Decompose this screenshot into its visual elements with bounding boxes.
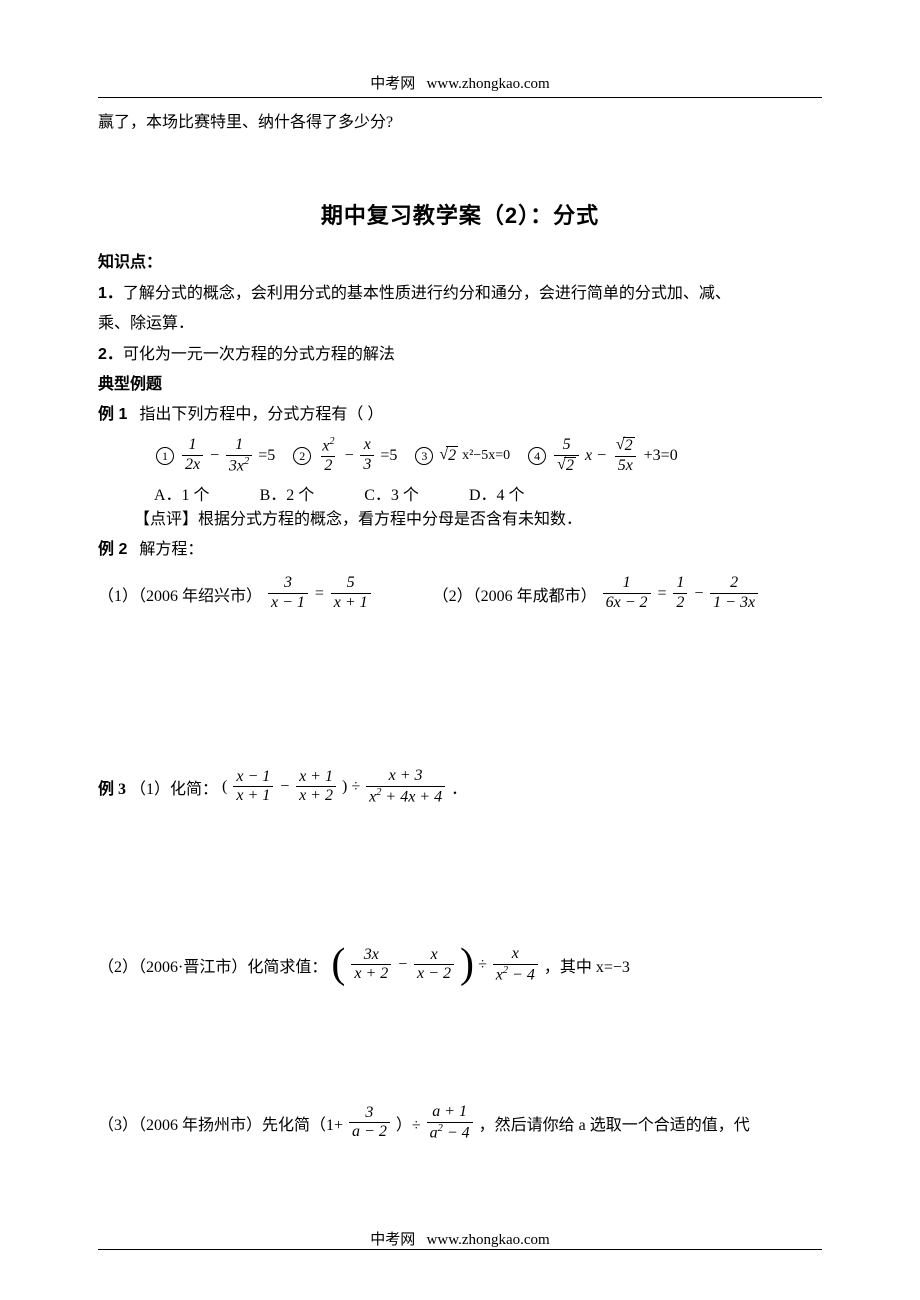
ex3-p1: 例 3 （1）化简： ( x − 1x + 1 − x + 1x + 2 )÷ … <box>98 768 822 806</box>
knowledge-p2-text: 可化为一元一次方程的分式方程的解法 <box>123 346 395 363</box>
ex1-text: 指出下列方程中，分式方程有（ ） <box>139 406 383 423</box>
sqrt-2a: 2 <box>439 446 458 465</box>
ex1-comment: 【点评】根据分式方程的概念，看方程中分母是否含有未知数． <box>98 505 822 535</box>
ex1-choices: A．1 个 B．2 个 C．3 个 D．4 个 <box>98 481 822 505</box>
frac-xm1-xp1: x − 1x + 1 <box>233 769 273 806</box>
knowledge-p1-text: 了解分式的概念，会利用分式的基本性质进行约分和通分，会进行简单的分式加、减、 <box>123 285 731 302</box>
page-content: 中考网 www.zhongkao.com 赢了，本场比赛特里、纳什各得了多少分?… <box>0 0 920 1188</box>
frac-sqrt2-5x: 25x <box>613 437 638 475</box>
examples-heading: 典型例题 <box>98 370 822 400</box>
ex2-text: 解方程： <box>139 541 203 558</box>
frac-5-xp1: 5x + 1 <box>331 575 371 612</box>
footer-site-label: 中考网 <box>370 1232 415 1248</box>
frac-3-am2: 3a − 2 <box>349 1105 390 1142</box>
ex3-p1-tail: ． <box>451 775 467 799</box>
ex1-label: 例 1 <box>98 406 127 423</box>
main-title: 期中复习教学案（2）：分式 <box>98 198 822 230</box>
frac-3x-xp2: 3xx + 2 <box>351 947 391 984</box>
knowledge-p2-num: 2． <box>98 346 123 363</box>
page-header: 中考网 www.zhongkao.com <box>98 72 822 97</box>
ex2-p1: （1）（2006 年绍兴市） 3x − 1 = 5x + 1 <box>98 575 373 612</box>
ex3-label: 例 3 <box>98 775 126 799</box>
knowledge-p1-num: 1． <box>98 285 123 302</box>
circle-1: 1 <box>156 447 174 465</box>
page-footer: 中考网 www.zhongkao.com <box>98 1224 822 1250</box>
frac-1-3x2: 13x2 <box>226 437 252 475</box>
knowledge-p1-cont: 乘、除运算． <box>98 309 822 339</box>
frac-1-6xm2: 16x − 2 <box>603 575 651 612</box>
ex3-p3-mid: ）÷ <box>396 1111 421 1135</box>
ex3-p3: （3）（2006 年扬州市）先化简（1+ 3a − 2 ）÷ a + 1a2 −… <box>98 1104 822 1142</box>
ex2-p2-prefix: （2）（2006 年成都市） <box>433 582 597 606</box>
choice-b: B．2 个 <box>260 487 315 504</box>
frac-1-2x: 12x <box>182 437 203 474</box>
choice-d: D．4 个 <box>469 487 525 504</box>
ex3-p2: （2）（2006·晋江市）化简求值： ( 3xx + 2 − xx − 2 ) … <box>98 946 822 984</box>
frac-ap1-a2m4: a + 1a2 − 4 <box>427 1104 473 1142</box>
frac-x2-2: x22 <box>319 437 337 475</box>
header-rule <box>98 97 822 98</box>
frac-x-3: x3 <box>360 437 374 474</box>
frac-x-x2m4: xx2 − 4 <box>493 946 538 984</box>
frac-x-xm2: xx − 2 <box>414 947 454 984</box>
frac-xp1-xp2: x + 1x + 2 <box>296 769 336 806</box>
circle-4: 4 <box>528 447 546 465</box>
eq4-tail: +3=0 <box>644 447 678 465</box>
eq2-rhs: =5 <box>380 447 397 465</box>
frac-3-xm1: 3x − 1 <box>268 575 308 612</box>
ex3-p2-prefix: （2）（2006·晋江市）化简求值： <box>98 953 327 977</box>
eq1-rhs: =5 <box>258 447 275 465</box>
ex2-line: 例 2 解方程： <box>98 535 822 565</box>
eq3-text: x²−5x=0 <box>462 448 510 464</box>
frac-1-2: 12 <box>673 575 687 612</box>
ex1-comment-text: 根据分式方程的概念，看方程中分母是否含有未知数． <box>198 511 582 528</box>
ex2-problems: （1）（2006 年绍兴市） 3x − 1 = 5x + 1 （2）（2006 … <box>98 569 822 618</box>
header-site-url: www.zhongkao.com <box>427 76 550 92</box>
choice-c: C．3 个 <box>364 487 419 504</box>
footer-rule <box>98 1249 822 1250</box>
frac-2-1m3x: 21 − 3x <box>710 575 758 612</box>
ex1-equations: 1 12x − 13x2 =5 2 x22 − x3 =5 3 2 x²−5x=… <box>98 437 822 475</box>
frac-xp3-den: x + 3x2 + 4x + 4 <box>366 768 445 806</box>
top-continued-line: 赢了，本场比赛特里、纳什各得了多少分? <box>98 108 822 138</box>
ex3-p1-prefix: （1）化简： <box>130 775 218 799</box>
ex3-p2-tail: ，其中 x=−3 <box>544 953 630 977</box>
knowledge-p1: 1．了解分式的概念，会利用分式的基本性质进行约分和通分，会进行简单的分式加、减、 <box>98 279 822 309</box>
knowledge-heading: 知识点： <box>98 248 822 278</box>
circle-3: 3 <box>415 447 433 465</box>
header-site-label: 中考网 <box>370 76 415 92</box>
ex3-p3-tail: ，然后请你给 a 选取一个合适的值，代 <box>479 1111 750 1135</box>
ex2-label: 例 2 <box>98 541 127 558</box>
choice-a: A．1 个 <box>154 487 210 504</box>
ex1-line: 例 1 指出下列方程中，分式方程有（ ） <box>98 400 822 430</box>
footer-site-url: www.zhongkao.com <box>427 1232 550 1248</box>
ex2-p1-prefix: （1）（2006 年绍兴市） <box>98 582 262 606</box>
frac-5-sqrt2: 52 <box>554 437 579 475</box>
ex1-comment-label: 【点评】 <box>134 511 198 528</box>
ex2-p2: （2）（2006 年成都市） 16x − 2 = 12 − 21 − 3x <box>433 575 760 612</box>
knowledge-p2: 2．可化为一元一次方程的分式方程的解法 <box>98 340 822 370</box>
ex3-p3-prefix: （3）（2006 年扬州市）先化简（1+ <box>98 1111 343 1135</box>
circle-2: 2 <box>293 447 311 465</box>
